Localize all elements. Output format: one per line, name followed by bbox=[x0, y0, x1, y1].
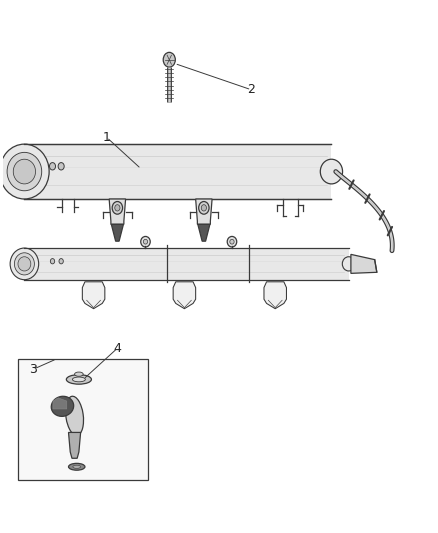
Ellipse shape bbox=[143, 239, 148, 244]
Ellipse shape bbox=[0, 144, 49, 199]
Polygon shape bbox=[264, 282, 286, 309]
Polygon shape bbox=[53, 398, 67, 409]
Polygon shape bbox=[82, 282, 105, 309]
Ellipse shape bbox=[66, 396, 84, 435]
Circle shape bbox=[49, 163, 56, 170]
Ellipse shape bbox=[18, 257, 31, 271]
Polygon shape bbox=[173, 282, 196, 309]
Ellipse shape bbox=[51, 396, 74, 416]
Circle shape bbox=[58, 163, 64, 170]
Ellipse shape bbox=[227, 237, 237, 247]
Circle shape bbox=[115, 205, 120, 211]
Polygon shape bbox=[109, 199, 126, 224]
Text: 1: 1 bbox=[102, 131, 110, 144]
Text: 3: 3 bbox=[29, 363, 37, 376]
Polygon shape bbox=[196, 199, 212, 224]
Polygon shape bbox=[111, 224, 124, 241]
Ellipse shape bbox=[66, 375, 92, 384]
Polygon shape bbox=[68, 432, 81, 458]
Ellipse shape bbox=[74, 372, 83, 376]
Circle shape bbox=[163, 52, 175, 67]
Ellipse shape bbox=[68, 463, 85, 470]
Text: 2: 2 bbox=[247, 83, 255, 96]
Ellipse shape bbox=[320, 159, 343, 184]
Circle shape bbox=[201, 205, 206, 211]
Ellipse shape bbox=[13, 159, 35, 184]
Ellipse shape bbox=[343, 257, 355, 271]
Bar bbox=[25, 248, 349, 280]
Ellipse shape bbox=[230, 239, 234, 244]
Text: 4: 4 bbox=[113, 342, 121, 355]
Bar bbox=[25, 144, 332, 199]
Ellipse shape bbox=[141, 237, 150, 247]
Circle shape bbox=[50, 259, 55, 264]
Ellipse shape bbox=[72, 377, 85, 382]
Polygon shape bbox=[351, 254, 377, 273]
Ellipse shape bbox=[73, 465, 81, 469]
Circle shape bbox=[112, 201, 123, 214]
FancyBboxPatch shape bbox=[18, 359, 148, 480]
Ellipse shape bbox=[7, 152, 42, 191]
Circle shape bbox=[59, 259, 64, 264]
Ellipse shape bbox=[10, 248, 39, 280]
Circle shape bbox=[199, 201, 209, 214]
Polygon shape bbox=[198, 224, 210, 241]
Ellipse shape bbox=[14, 253, 35, 275]
